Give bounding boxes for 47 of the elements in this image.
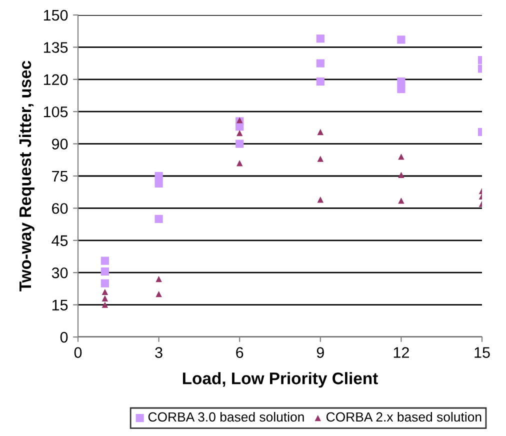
point — [398, 154, 404, 160]
point — [100, 256, 109, 265]
point — [236, 160, 243, 166]
point — [316, 59, 324, 68]
point — [154, 179, 163, 188]
point — [102, 295, 108, 302]
legend-label: CORBA 3.0 based solution — [148, 412, 304, 422]
point — [316, 34, 324, 43]
x-tick-label: 3 — [155, 347, 162, 358]
point — [102, 302, 108, 308]
y-tick-label: 135 — [44, 42, 68, 53]
x-tick-label: 12 — [394, 347, 409, 358]
x-axis-title: Load, Low Priority Client — [182, 372, 378, 388]
x-tick-label: 6 — [236, 347, 244, 358]
y-tick-label: 105 — [44, 106, 68, 118]
y-tick-label: 15 — [52, 300, 68, 310]
point — [316, 77, 324, 86]
point — [317, 128, 324, 136]
point — [154, 172, 163, 180]
point — [398, 198, 404, 204]
point — [156, 276, 162, 282]
y-tick-label: 30 — [52, 267, 68, 278]
y-tick-label: 75 — [52, 171, 68, 182]
y-tick-label: 150 — [44, 10, 68, 21]
y-tick-label: 120 — [44, 74, 68, 86]
x-tick-label: 9 — [316, 347, 324, 358]
point — [397, 85, 406, 94]
y-tick-label: 60 — [52, 203, 68, 214]
point — [398, 172, 404, 178]
y-tick-label: 90 — [52, 138, 68, 150]
point — [156, 290, 162, 298]
y-tick-label: 0 — [60, 332, 68, 343]
point — [317, 196, 324, 203]
point — [100, 267, 109, 276]
point — [236, 130, 243, 136]
point — [154, 214, 163, 223]
point — [100, 279, 109, 288]
point — [397, 77, 406, 86]
point — [397, 36, 406, 44]
point — [236, 140, 244, 148]
point — [102, 288, 108, 296]
x-tick-label: 0 — [74, 347, 82, 358]
legend-label: CORBA 2.x based solution — [326, 412, 482, 422]
y-axis-title: Two-way Request Jitter, usec — [18, 60, 34, 292]
point — [317, 156, 324, 162]
x-tick-label: 15 — [474, 347, 490, 358]
y-tick-label: 45 — [52, 235, 68, 246]
